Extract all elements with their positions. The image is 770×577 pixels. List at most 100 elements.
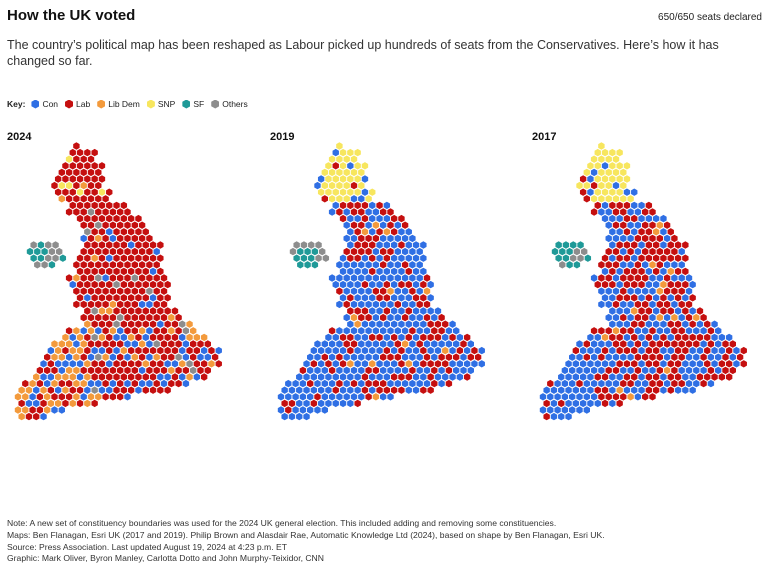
ni-constituency-hex [584, 254, 592, 262]
constituency-hex [117, 221, 124, 229]
constituency-hex [660, 333, 667, 342]
constituency-hex [412, 267, 420, 276]
constituency-hex [652, 241, 660, 249]
constituency-hex [598, 208, 605, 216]
constituency-hex [91, 148, 98, 157]
constituency-hex [642, 353, 649, 361]
constituency-hex [58, 406, 65, 414]
legend-item-con: Con [31, 99, 58, 109]
constituency-hex [328, 327, 336, 335]
constituency-hex [718, 333, 726, 342]
constituency-hex [299, 406, 307, 414]
constituency-hex [350, 234, 358, 243]
constituency-hex [645, 228, 653, 236]
constituency-hex [358, 313, 365, 322]
constituency-hex [135, 320, 142, 328]
constituency-hex [369, 228, 376, 236]
constituency-hex [102, 340, 109, 348]
constituency-hex [127, 346, 135, 355]
constituency-hex [583, 406, 590, 414]
constituency-hex [325, 346, 332, 355]
constituency-hex [612, 155, 620, 163]
constituency-hex [350, 155, 358, 163]
constituency-hex [109, 393, 117, 401]
constituency-hex [682, 386, 689, 394]
constituency-hex [722, 353, 729, 361]
constituency-hex [285, 393, 292, 401]
constituency-hex [725, 333, 733, 342]
constituency-hex [157, 360, 164, 368]
ni-constituency-hex [555, 254, 562, 262]
constituency-hex [336, 353, 343, 361]
constituency-hex [623, 386, 631, 394]
constituency-hex [372, 393, 380, 401]
constituency-hex [605, 287, 612, 295]
constituency-hex [186, 360, 193, 368]
constituency-hex [80, 208, 87, 216]
constituency-hex [135, 254, 142, 262]
constituency-hex [200, 346, 208, 355]
constituency-hex [620, 181, 627, 190]
constituency-hex [656, 234, 663, 243]
constituency-hex [642, 393, 649, 401]
constituency-hex [423, 379, 431, 388]
constituency-hex [358, 340, 365, 348]
constituency-hex [354, 214, 361, 223]
ni-constituency-hex [37, 254, 45, 262]
constituency-hex [449, 360, 456, 368]
constituency-hex [84, 320, 91, 328]
constituency-hex [663, 366, 671, 375]
constituency-hex [339, 162, 347, 170]
constituency-hex [91, 333, 98, 342]
constituency-hex [631, 201, 638, 210]
constituency-hex [142, 280, 149, 289]
constituency-hex [127, 294, 135, 302]
constituency-hex [332, 280, 339, 289]
constituency-hex [153, 327, 160, 335]
constituency-hex [623, 307, 631, 315]
constituency-hex [310, 346, 318, 355]
constituency-hex [612, 366, 620, 375]
legend: Key: Con Lab Lib Dem SNP SF Others [7, 99, 255, 109]
constituency-hex [153, 274, 160, 282]
constituency-hex [98, 386, 106, 394]
constituency-hex [707, 327, 715, 335]
constituency-hex [146, 261, 153, 269]
constituency-hex [25, 386, 33, 394]
constituency-hex [18, 386, 25, 394]
constituency-hex [91, 188, 98, 196]
constituency-hex [376, 333, 383, 342]
constituency-hex [124, 300, 131, 309]
ni-constituency-hex [562, 254, 570, 262]
constituency-hex [325, 360, 332, 368]
constituency-hex [113, 280, 120, 289]
constituency-hex [401, 379, 409, 388]
ni-constituency-hex [577, 241, 584, 249]
constituency-hex [667, 307, 674, 315]
constituency-hex [463, 346, 471, 355]
constituency-hex [69, 148, 76, 157]
constituency-hex [54, 175, 62, 183]
constituency-hex [609, 333, 616, 342]
constituency-hex [660, 228, 667, 236]
constituency-hex [412, 241, 420, 249]
constituency-hex [54, 373, 62, 381]
constituency-hex [361, 307, 369, 315]
constituency-hex [467, 366, 474, 375]
constituency-hex [471, 346, 478, 355]
constituency-hex [652, 267, 660, 276]
constituency-hex [394, 379, 401, 388]
constituency-hex [547, 379, 554, 388]
constituency-hex [325, 373, 332, 381]
constituency-hex [678, 313, 685, 322]
constituency-hex [102, 195, 109, 203]
constituency-hex [58, 393, 65, 401]
constituency-hex [347, 148, 354, 157]
constituency-hex [299, 366, 307, 375]
constituency-hex [109, 287, 117, 295]
constituency-hex [47, 399, 55, 408]
constituency-hex [321, 340, 328, 348]
constituency-hex [102, 327, 109, 335]
constituency-hex [98, 254, 106, 262]
constituency-hex [142, 267, 149, 276]
